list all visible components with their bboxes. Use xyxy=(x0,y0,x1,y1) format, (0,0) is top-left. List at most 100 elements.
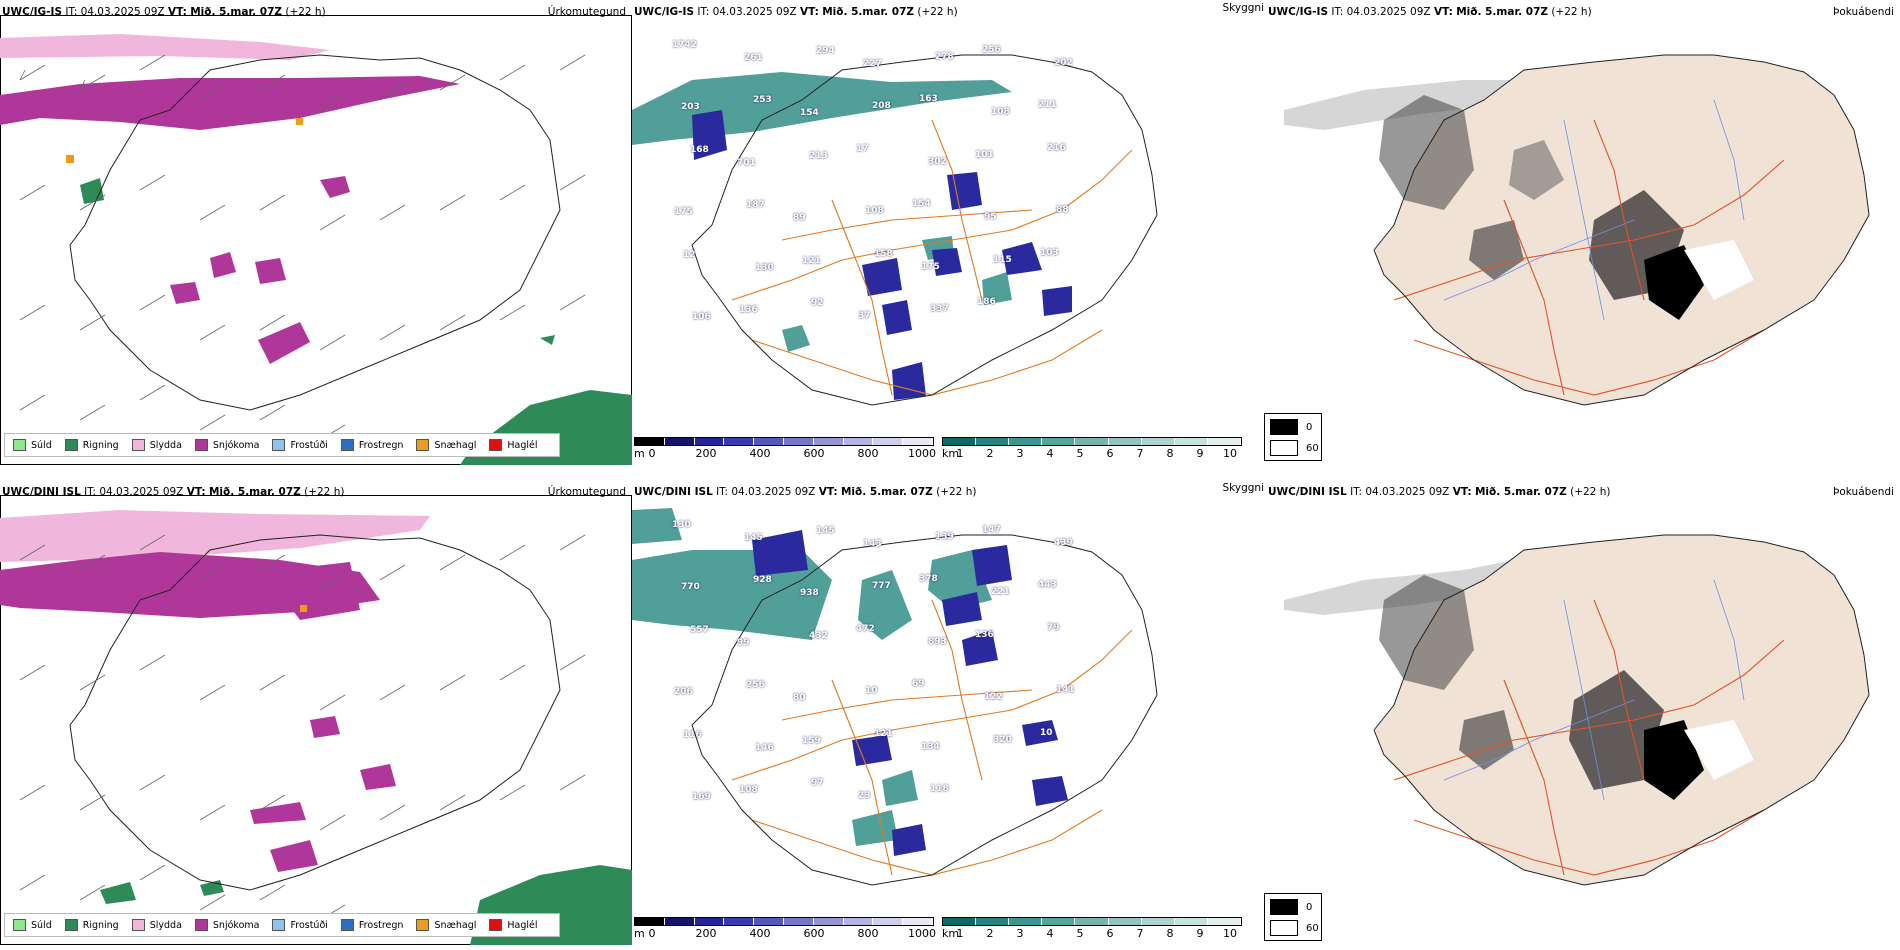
model-name: UWC/IG-IS xyxy=(634,6,695,18)
colorbar-swatch xyxy=(1207,918,1241,925)
cloud-height-label: 216 xyxy=(1047,142,1066,153)
colorbar-tick: 600 xyxy=(803,927,825,940)
colorbar-swatches xyxy=(942,437,1242,446)
cloud-height-label: 80 xyxy=(793,693,806,704)
colorbar-swatch xyxy=(1108,918,1142,925)
model-name: UWC/DINI ISL xyxy=(2,486,81,498)
cloud-height-label: 139 xyxy=(935,532,954,542)
cloud-height-label: 159 xyxy=(802,735,821,746)
colorbar-swatch xyxy=(754,438,784,445)
legend-swatch xyxy=(489,919,503,931)
legend-item-snaehagl: Snæhagl xyxy=(416,439,476,451)
cloud-height-label: 261 xyxy=(744,53,763,63)
cloud-height-label: 115 xyxy=(993,254,1012,265)
colorbar-unit: km xyxy=(942,927,960,940)
fog-panel-2: UWC/DINI ISL IT: 04.03.2025 09Z VT: Mið.… xyxy=(1264,480,1900,945)
cloud-height-label: 101 xyxy=(975,149,994,160)
cloud-height-label: 770 xyxy=(681,582,700,593)
cloud-height-label: 108 xyxy=(991,107,1010,118)
colorbar-tick: 8 xyxy=(1166,447,1174,460)
cloud-height-label: 256 xyxy=(982,45,1001,55)
cloud-height-label: 443 xyxy=(1038,580,1057,591)
cloud-height-label: 108 xyxy=(865,206,884,217)
lead-time: (+22 h) xyxy=(1551,6,1592,18)
colorbar-swatch xyxy=(1174,438,1208,445)
colorbar-ticks: km 1 2 3 4 5 6 7 8 9 10 xyxy=(942,446,1242,460)
colorbar-tick: 4 xyxy=(1046,447,1054,460)
valid-time: Mið. 5.mar. 07Z xyxy=(190,6,282,18)
legend-item-rigning: Rigning xyxy=(64,919,119,931)
colorbar-tick: 3 xyxy=(1016,927,1024,940)
cloud-height-label: 130 xyxy=(755,262,774,273)
cloud-height-label: 79 xyxy=(1047,622,1060,633)
fog-legend-high: 60 xyxy=(1270,920,1321,936)
cloud-height-label: 253 xyxy=(753,95,772,106)
cloud-height-label: 143 xyxy=(863,539,882,549)
model-name: UWC/DINI ISL xyxy=(634,486,713,498)
cloud-height-label: 1742 xyxy=(672,40,698,50)
cloud-height-label: 186 xyxy=(977,297,996,308)
colorbar-swatch xyxy=(1009,438,1043,445)
colorbar-swatch xyxy=(943,918,977,925)
colorbar-swatch xyxy=(903,438,933,445)
legend-swatch xyxy=(131,919,145,931)
cloud-height-label: 89 xyxy=(793,213,806,224)
coastline xyxy=(691,534,1158,886)
colorbar-swatch xyxy=(1075,438,1109,445)
panel-title: Þokuábendi xyxy=(1833,486,1894,498)
fog-shading xyxy=(1284,535,1869,885)
fog-map xyxy=(1284,54,1870,406)
panel-title: Þokuábendi xyxy=(1833,6,1894,18)
legend-swatch xyxy=(1270,899,1298,915)
colorbar-swatch xyxy=(664,918,695,925)
cloud-height-label: 928 xyxy=(753,575,772,586)
cloud-height-label: 10 xyxy=(1040,727,1053,738)
colorbar-tick: 1 xyxy=(956,447,964,460)
colorbar-swatch xyxy=(1108,438,1142,445)
colorbar-swatch xyxy=(694,438,725,445)
cloud-top-colorbar: km 1 2 3 4 5 6 7 8 9 10 xyxy=(942,437,1242,460)
init-time: IT: 04.03.2025 09Z xyxy=(697,6,797,18)
colorbar-swatches xyxy=(634,437,934,446)
cloud-height-label: 557 xyxy=(690,624,709,635)
cloud-height-label: 116 xyxy=(683,729,702,740)
colorbar-swatch xyxy=(783,918,814,925)
coastline xyxy=(691,54,1158,406)
cloud-height-label: 206 xyxy=(674,687,693,698)
legend-item-snjokoma: Snjókoma xyxy=(194,919,259,931)
valid-label: VT: xyxy=(799,6,819,18)
legend-item-frostudi: Frostúði xyxy=(272,439,328,451)
colorbar-tick: 4 xyxy=(1046,927,1054,940)
cloud-height-label: 472 xyxy=(856,623,875,634)
cloud-height-label: 69 xyxy=(912,679,925,690)
valid-label: VT: xyxy=(818,486,838,498)
precip-type-panel-2: UWC/DINI ISL IT: 04.03.2025 09Z VT: Mið.… xyxy=(0,480,632,945)
panel-title: Úrkomutegund xyxy=(547,6,626,18)
rivers xyxy=(1443,579,1745,801)
legend-swatch xyxy=(64,919,78,931)
cloud-height-label: 302 xyxy=(928,156,947,167)
cloud-top-overlay xyxy=(632,508,992,846)
cloud-height-label: 136 xyxy=(739,305,758,316)
lead-time: (+22 h) xyxy=(1570,486,1611,498)
road-network xyxy=(1393,119,1785,396)
cloud-height-label: 106 xyxy=(692,312,711,323)
legend-swatch xyxy=(272,439,286,451)
colorbar-swatch xyxy=(873,918,904,925)
colorbar-swatch xyxy=(664,438,695,445)
colorbar-swatch xyxy=(1042,918,1076,925)
init-time: IT: 04.03.2025 09Z xyxy=(716,486,816,498)
cloud-height-label: 103 xyxy=(1040,247,1059,258)
cloud-height-label: 893 xyxy=(928,636,947,647)
colorbar-tick: 5 xyxy=(1076,447,1084,460)
cloud-height-label: 208 xyxy=(872,101,891,112)
colorbar-tick: 9 xyxy=(1196,927,1204,940)
cloud-base-colorbar: m 0 200 400 600 800 1000 xyxy=(634,917,936,940)
cloud-height-label: 23 xyxy=(858,791,871,802)
legend-swatch xyxy=(131,439,145,451)
cloud-height-label: 88 xyxy=(1056,205,1069,216)
cloud-height-label: 777 xyxy=(872,581,891,592)
legend-item-slydda: Slydda xyxy=(131,439,182,451)
cloud-top-overlay xyxy=(632,72,1012,352)
cloud-height-label: 10 xyxy=(865,686,878,697)
